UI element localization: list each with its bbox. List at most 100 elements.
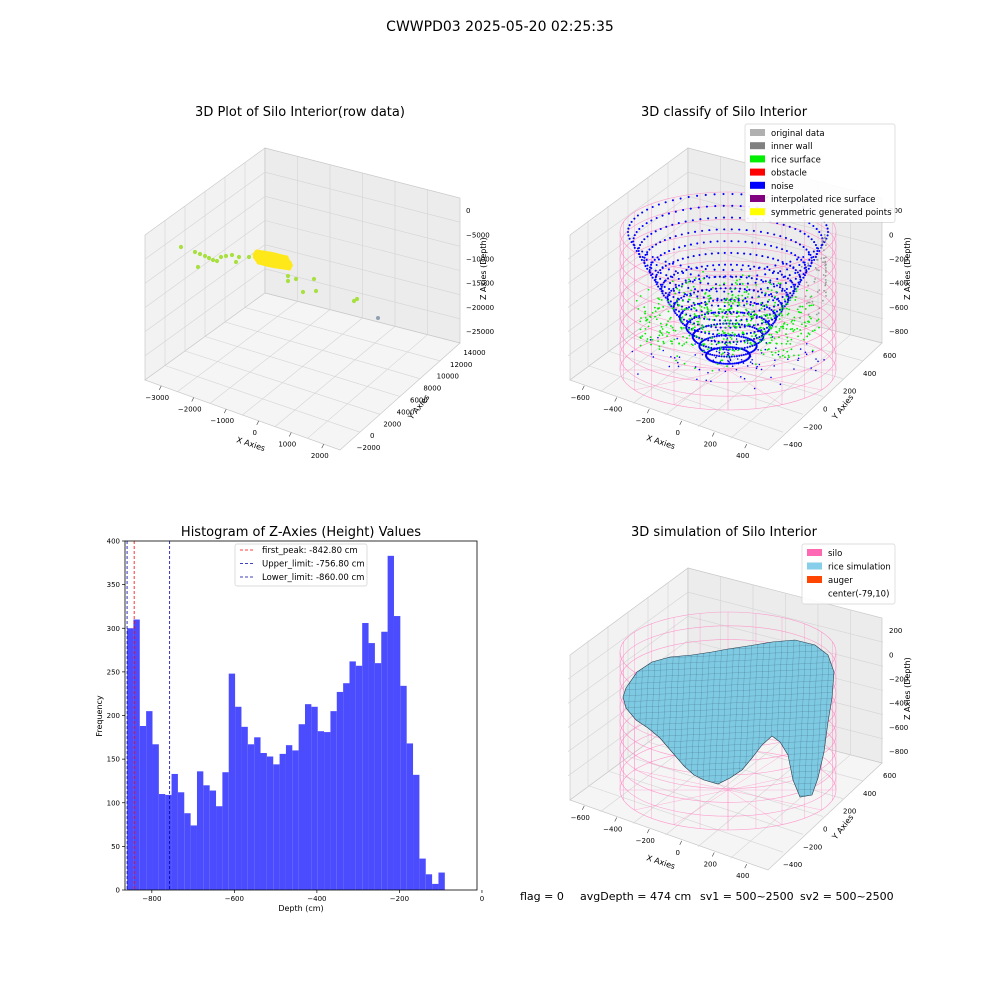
rice-surface-point — [768, 298, 771, 301]
noise-point — [745, 318, 748, 321]
noise-point — [653, 258, 656, 261]
rice-surface-point — [643, 306, 646, 309]
noise-point — [748, 325, 752, 328]
inner-wall-point — [816, 291, 819, 293]
rice-surface-point — [644, 316, 647, 319]
noise-point — [675, 313, 679, 316]
z-tick-label: −400 — [889, 700, 908, 708]
rice-surface-point — [726, 341, 729, 344]
noise-point — [772, 310, 775, 313]
rice-surface-point — [757, 337, 760, 340]
noise-point — [696, 378, 698, 381]
raw-point — [236, 254, 242, 260]
noise-point — [773, 233, 776, 236]
rice-surface-point — [688, 334, 691, 337]
noise-point — [750, 277, 753, 280]
noise-point — [810, 261, 813, 264]
rice-surface-point — [770, 351, 773, 354]
noise-point — [815, 369, 817, 372]
noise-point — [777, 303, 780, 307]
rice-surface-point — [755, 284, 758, 286]
rice-surface-point — [651, 338, 654, 341]
noise-point — [782, 262, 785, 265]
inner-wall-point — [805, 302, 808, 305]
noise-point — [793, 368, 795, 370]
rice-surface-point — [671, 280, 674, 283]
raw-point — [178, 244, 184, 250]
noise-point — [766, 256, 769, 259]
rice-surface-point — [661, 334, 664, 336]
rice-surface-point — [770, 289, 773, 292]
noise-point — [814, 255, 817, 259]
noise-point — [777, 353, 780, 356]
noise-point — [713, 193, 716, 196]
y-tick-label: 400 — [863, 370, 876, 378]
noise-point — [713, 268, 716, 271]
rice-surface-point — [762, 338, 765, 341]
noise-point — [749, 361, 752, 363]
noise-point — [797, 359, 799, 362]
rice-surface-point — [760, 307, 763, 310]
noise-point — [755, 278, 758, 281]
mesh-line — [623, 667, 834, 679]
noise-point — [743, 336, 745, 339]
legend-label: first_peak: -842.80 cm — [262, 546, 358, 556]
rice-surface-point — [703, 325, 705, 328]
noise-point — [664, 201, 667, 204]
noise-point — [789, 296, 792, 299]
histogram-bar — [273, 764, 280, 890]
z-axis-label: Z Axies (Depth) — [903, 237, 912, 300]
y-tick-label: −400 — [783, 441, 802, 449]
x-tick-mark — [581, 805, 585, 810]
rice-surface-point — [721, 315, 724, 318]
rice-surface-point — [707, 295, 710, 298]
rice-surface-point — [683, 291, 685, 294]
noise-point — [790, 251, 793, 255]
noise-point — [741, 311, 744, 314]
rice-surface-point — [751, 335, 753, 338]
legend-swatch — [750, 181, 765, 189]
noise-point — [741, 264, 744, 267]
rice-surface-point — [793, 316, 796, 319]
noise-point — [733, 355, 736, 358]
noise-point — [799, 280, 802, 283]
rice-surface-point — [810, 317, 812, 320]
inner-wall-point — [800, 265, 803, 268]
noise-point — [640, 258, 643, 261]
noise-point — [633, 246, 636, 249]
noise-point — [649, 263, 653, 266]
legend-label: Upper_limit: -756.80 cm — [262, 560, 365, 570]
rice-surface-point — [775, 342, 778, 345]
rice-surface-point — [722, 338, 725, 340]
inner-wall-point — [817, 312, 820, 315]
noise-point — [739, 311, 742, 314]
noise-point — [743, 347, 746, 349]
noise-point — [764, 348, 767, 351]
rice-surface-point — [667, 320, 669, 323]
noise-point — [809, 253, 812, 256]
noise-point — [703, 317, 706, 320]
noise-point — [815, 253, 818, 256]
noise-point — [745, 300, 748, 303]
noise-point — [730, 334, 733, 337]
rice-surface-point — [786, 323, 789, 326]
rice-surface-point — [695, 335, 697, 337]
noise-point — [803, 263, 807, 266]
rice-surface-point — [731, 353, 734, 356]
noise-point — [779, 235, 782, 238]
noise-point — [727, 346, 731, 349]
rice-surface-point — [803, 338, 805, 341]
noise-point — [809, 265, 812, 268]
noise-point — [670, 355, 672, 358]
rice-surface-point — [777, 282, 780, 285]
histogram-bar — [292, 750, 299, 890]
y-tick-label: 350 — [107, 581, 120, 589]
noise-point — [735, 263, 738, 266]
noise-point — [662, 281, 665, 284]
rice-surface-point — [737, 301, 739, 304]
noise-point — [737, 240, 740, 243]
noise-point — [759, 338, 761, 341]
rice-surface-point — [687, 308, 690, 310]
noise-point — [651, 276, 654, 279]
rice-surface-point — [746, 320, 748, 322]
